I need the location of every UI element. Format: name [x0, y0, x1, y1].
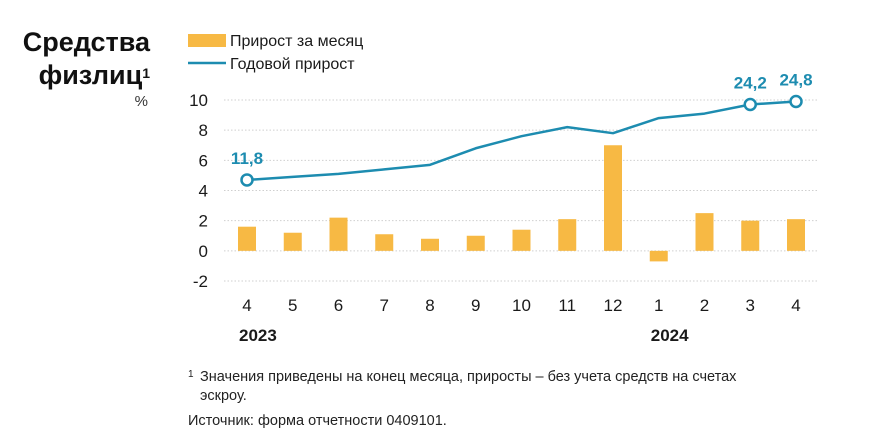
x-tick-label: 11 — [558, 296, 576, 315]
x-tick-label: 10 — [512, 296, 531, 315]
line-series: 11,8 24,2 24,8 — [231, 71, 813, 187]
bar — [649, 250, 668, 262]
line-point — [789, 94, 803, 109]
y-tick-label: 0 — [199, 242, 208, 261]
bar — [512, 229, 531, 251]
x-tick-label: 2 — [700, 296, 709, 315]
line-point — [240, 173, 254, 187]
x-tick-label: 8 — [425, 296, 434, 315]
y-tick-label: 8 — [199, 121, 208, 140]
bar-series — [238, 145, 805, 262]
legend-bar-label: Прирост за месяц — [230, 33, 363, 50]
legend: Прирост за месяц Годовой прирост — [188, 33, 363, 73]
year-label: 2024 — [651, 326, 689, 345]
legend-line-label: Годовой прирост — [230, 56, 355, 73]
x-tick-label: 6 — [334, 296, 343, 315]
y-tick-label: 4 — [199, 182, 208, 201]
bar — [558, 219, 577, 251]
year-label: 2023 — [239, 326, 277, 345]
data-label: 24,8 — [779, 71, 812, 90]
bar — [283, 232, 302, 251]
title-line-1: Средства — [22, 27, 150, 57]
chart-title: Средства физлиц1 — [23, 26, 150, 92]
y-tick-label: 6 — [199, 151, 208, 170]
footnote-text: Значения приведены на конец месяца, прир… — [200, 369, 737, 404]
x-tick-label: 9 — [471, 296, 480, 315]
y-tick-label: 10 — [189, 91, 208, 110]
y-axis-ticks: -2 0 2 4 6 8 10 — [189, 91, 208, 291]
legend-bar-swatch — [188, 34, 226, 47]
bar — [466, 235, 485, 251]
bar — [421, 238, 439, 251]
x-tick-label: 4 — [791, 296, 800, 315]
bar — [238, 226, 256, 251]
line-point — [743, 97, 757, 112]
y-tick-label: 2 — [199, 212, 208, 231]
title-line-2: физлиц — [38, 60, 143, 90]
bar — [695, 213, 714, 251]
unit-label: % — [134, 93, 148, 110]
source-note: Источник: форма отчетности 0409101. — [188, 413, 447, 429]
y-tick-label: -2 — [193, 272, 208, 291]
footnote: 1 Значения приведены на конец месяца, пр… — [188, 368, 760, 406]
x-tick-label: 1 — [654, 296, 663, 315]
x-tick-label: 12 — [604, 296, 623, 315]
data-label: 11,8 — [231, 149, 263, 168]
bar — [787, 219, 805, 251]
title-footnote-mark: 1 — [142, 65, 150, 81]
bar — [329, 217, 348, 251]
x-tick-label: 5 — [288, 296, 297, 315]
grid — [224, 99, 818, 282]
x-tick-label: 7 — [380, 296, 389, 315]
bar — [375, 234, 394, 251]
line-path — [246, 100, 797, 182]
data-label: 24,2 — [734, 74, 767, 93]
x-tick-label: 3 — [746, 296, 755, 315]
bar — [604, 145, 622, 251]
x-tick-label: 4 — [242, 296, 251, 315]
footnote-mark: 1 — [188, 369, 194, 380]
bar — [741, 220, 760, 251]
